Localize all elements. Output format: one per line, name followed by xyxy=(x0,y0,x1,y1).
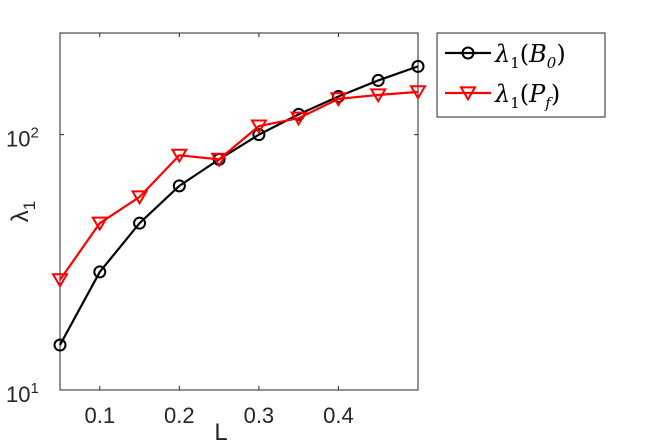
y-axis-label: λ1 xyxy=(7,201,39,222)
data-point-pf xyxy=(329,92,348,108)
data-point-b0 xyxy=(411,59,425,73)
x-axis-label: L xyxy=(214,419,227,441)
data-point-pf xyxy=(409,85,427,101)
data-point-pf xyxy=(51,273,69,289)
data-point-b0 xyxy=(371,73,385,87)
x-tick-label: 0.2 xyxy=(164,403,195,428)
data-point-pf xyxy=(210,152,228,168)
series-line-pf xyxy=(59,90,419,281)
data-point-pf xyxy=(130,190,149,206)
x-tick-label: 0.1 xyxy=(84,403,115,428)
data-point-b0 xyxy=(53,338,67,352)
data-point-pf xyxy=(91,216,109,232)
data-point-b0 xyxy=(93,265,107,279)
series-layer xyxy=(51,59,427,352)
data-point-b0 xyxy=(133,216,147,230)
data-point-pf xyxy=(170,148,189,164)
legend-marker-pf xyxy=(459,86,477,102)
legend-box xyxy=(436,32,606,118)
data-point-pf xyxy=(289,111,308,127)
y-tick-labels: 101 102 xyxy=(6,125,39,407)
legend-label-pf: λ1(Pf) xyxy=(494,80,560,112)
x-tick-labels: 0.1 0.2 0.3 0.4 xyxy=(84,403,353,428)
series-pf xyxy=(51,85,427,289)
series-line-b0 xyxy=(59,65,419,346)
x-tick-label: 0.3 xyxy=(244,403,275,428)
data-point-pf xyxy=(369,88,387,104)
axis-ticks xyxy=(60,33,418,391)
data-point-pf xyxy=(250,119,268,135)
x-tick-label: 0.4 xyxy=(323,403,354,428)
y-tick-label: 101 xyxy=(6,380,39,407)
legend-marker-b0 xyxy=(461,46,475,60)
legend-label-b0: λ1(B0) xyxy=(494,40,566,72)
data-point-b0 xyxy=(252,128,266,142)
plot-area xyxy=(59,32,419,391)
y-tick-label: 102 xyxy=(6,125,39,152)
data-point-b0 xyxy=(172,179,186,193)
legend: λ1(B0) λ1(Pf) xyxy=(436,32,606,118)
